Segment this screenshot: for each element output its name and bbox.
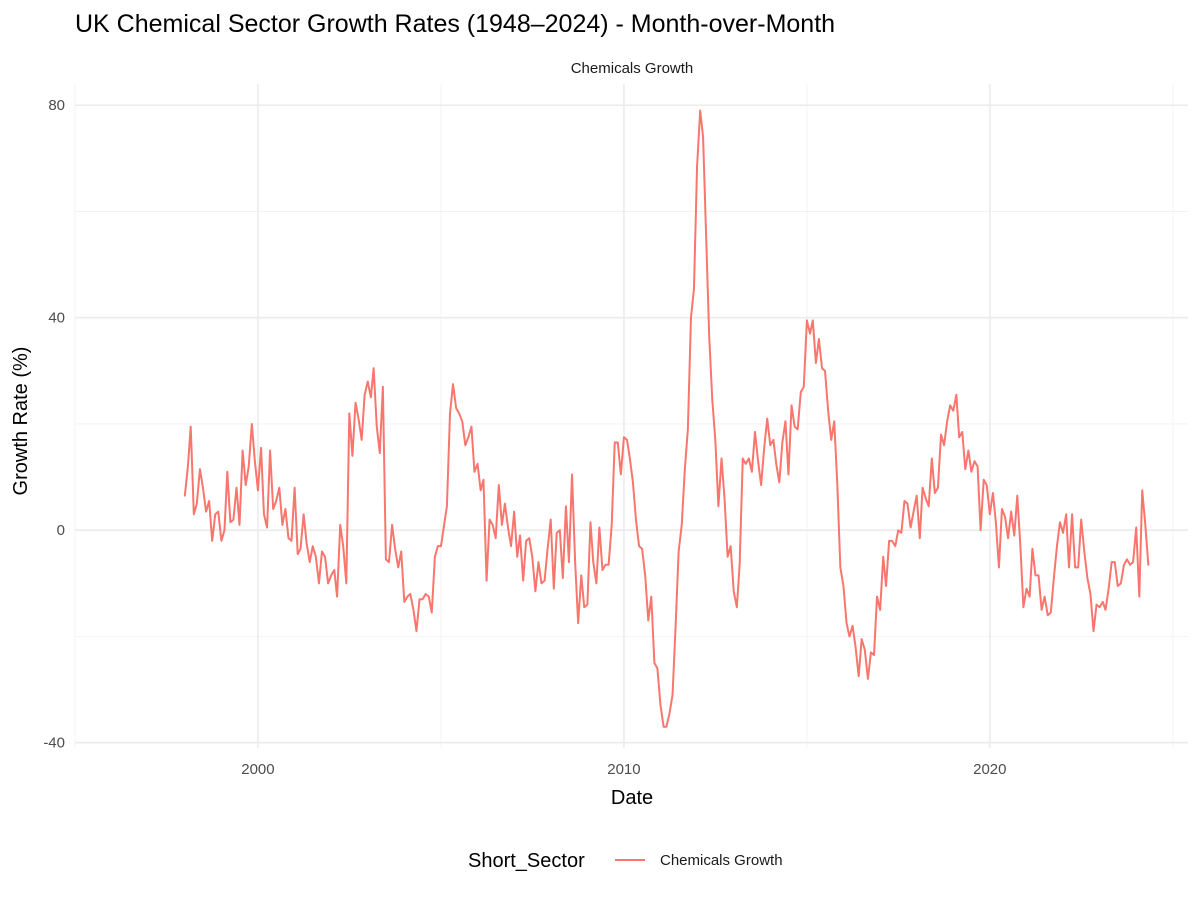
series-layer [183,109,1150,728]
facet-strip-label: Chemicals Growth [571,60,694,77]
y-tick-label: 0 [57,522,65,539]
y-axis-title: Growth Rate (%) [10,347,32,496]
x-tick-label: 2020 [973,761,1006,778]
x-tick-label: 2000 [241,761,274,778]
chart-title: UK Chemical Sector Growth Rates (1948–20… [75,10,835,38]
legend-title: Short_Sector [468,850,585,872]
y-tick-label: 80 [48,97,65,114]
legend: Short_Sector Chemicals Growth [468,850,783,872]
major-gridlines [75,84,1188,748]
y-axis-ticks: -40 0 40 80 [43,97,65,751]
y-tick-label: -40 [43,735,65,752]
minor-gridlines [74,84,1188,748]
x-tick-label: 2010 [607,761,640,778]
y-tick-label: 40 [48,310,65,327]
x-axis-title: Date [611,787,653,809]
x-axis-ticks: 2000 2010 2020 [241,761,1006,778]
series-line-chemicals-growth [183,109,1150,728]
legend-label: Chemicals Growth [660,852,783,869]
